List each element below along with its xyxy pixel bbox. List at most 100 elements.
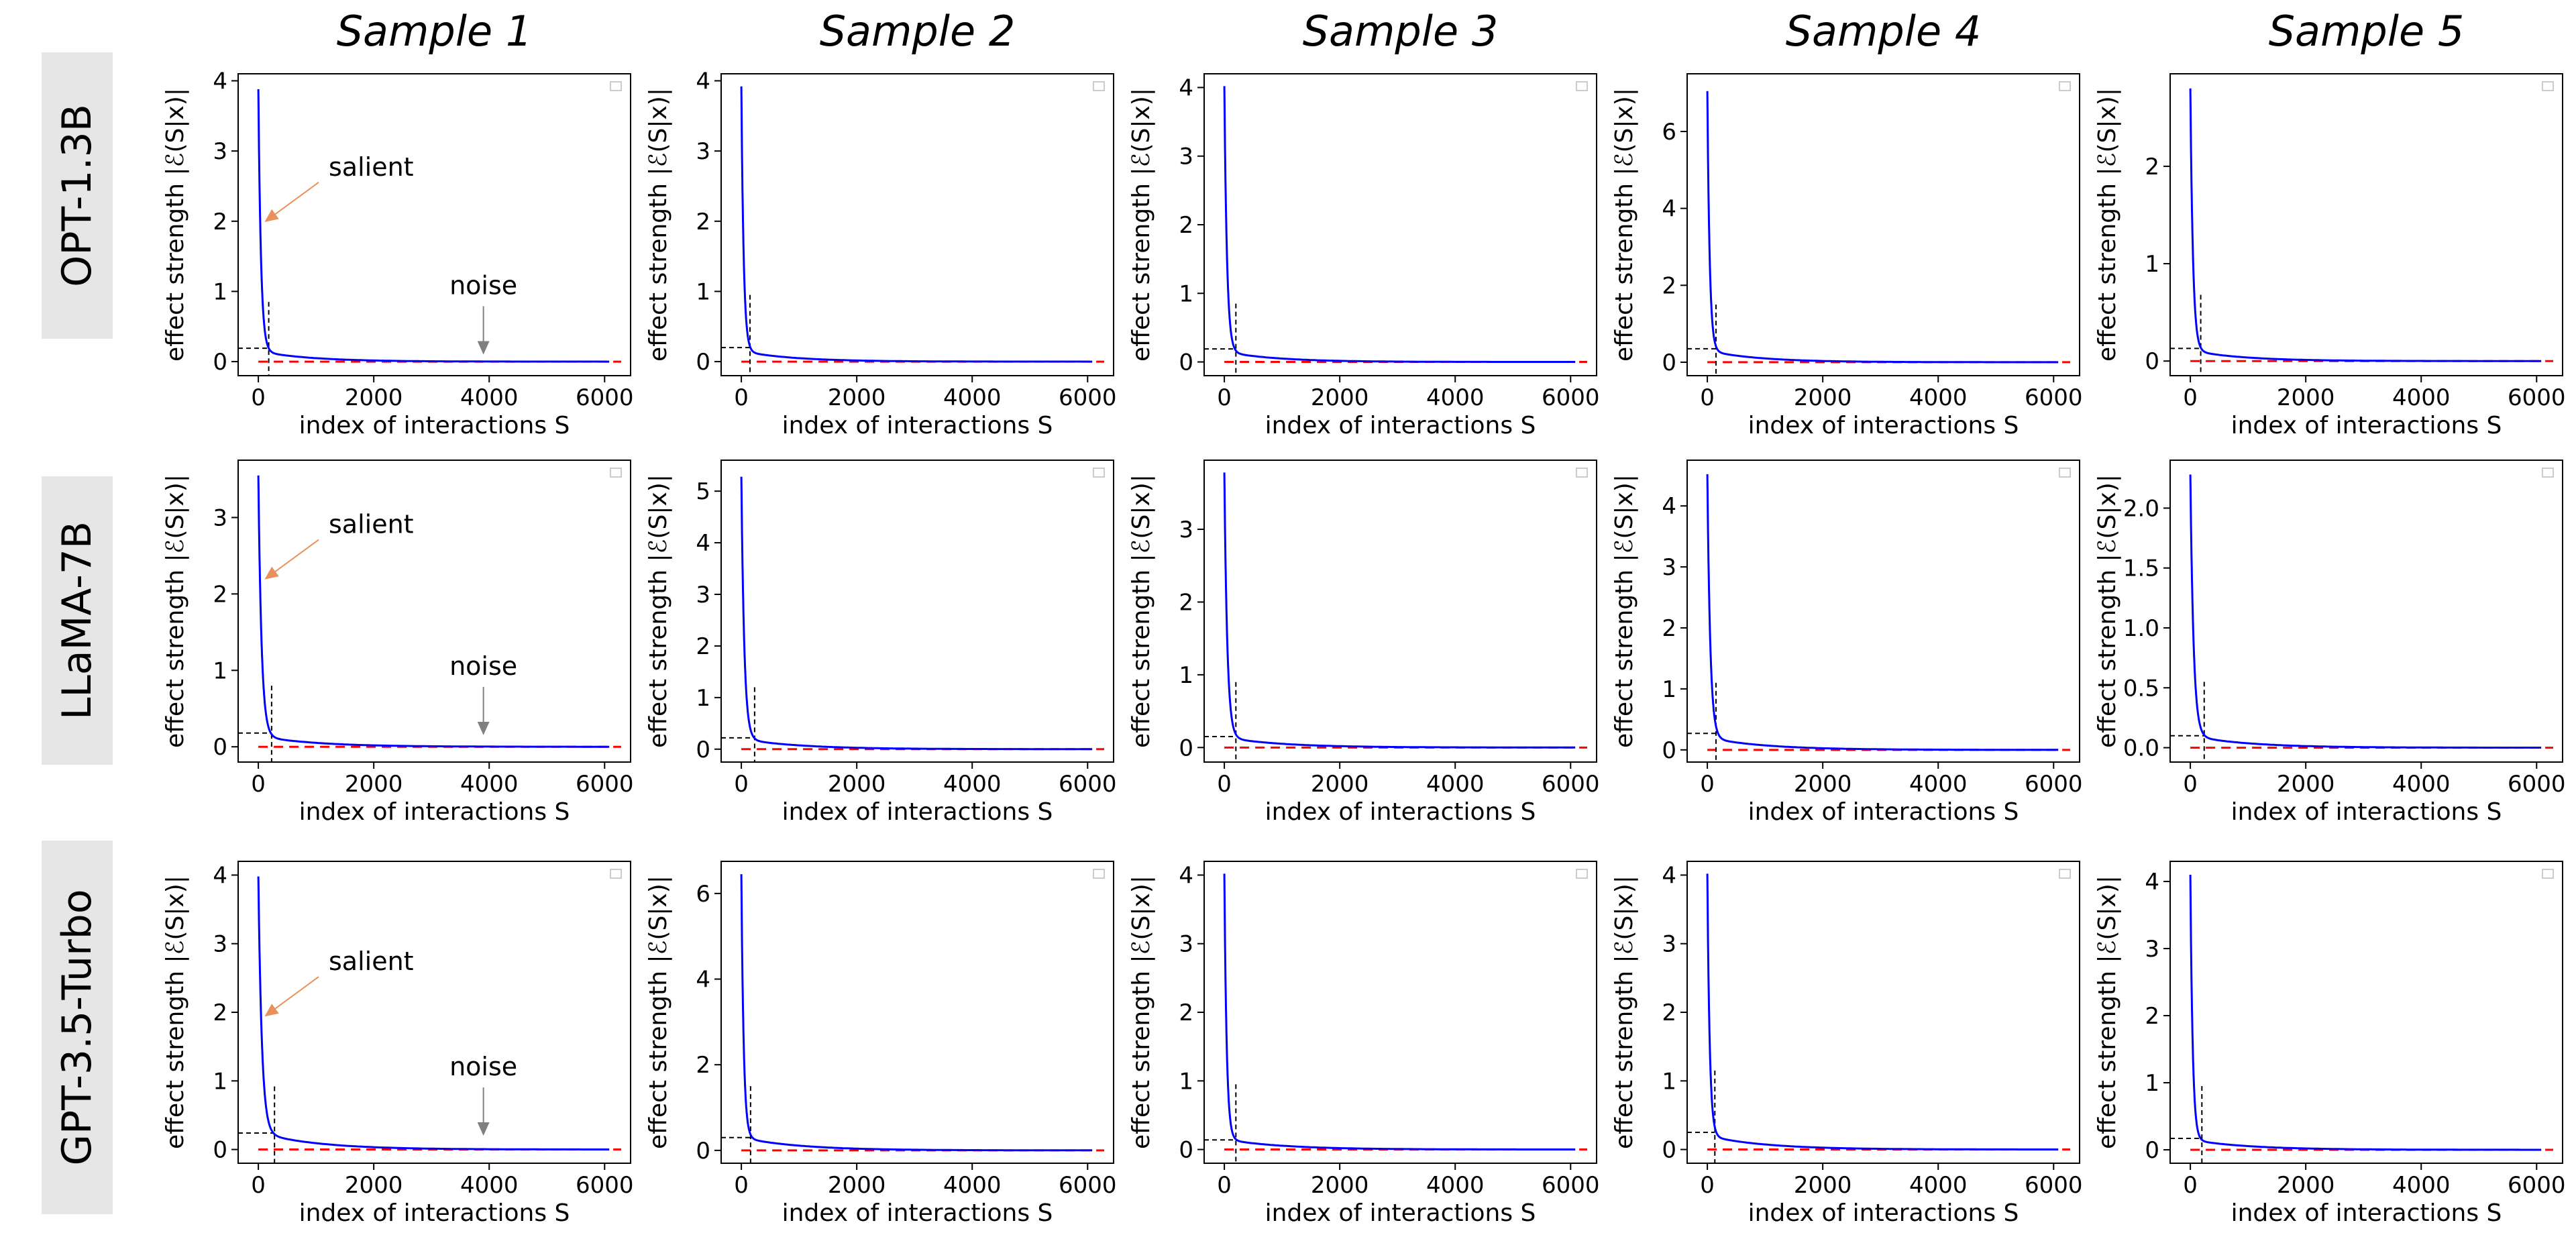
x-tick-label: 4000 [2392, 384, 2451, 411]
x-tick-label: 2000 [828, 384, 886, 411]
x-axis-label: index of interactions S [299, 1199, 570, 1227]
column-title-1: Sample 1 [337, 7, 533, 56]
y-tick-label: 1 [213, 657, 227, 684]
series-line [740, 476, 1093, 751]
legend-box [2542, 468, 2554, 478]
y-axis-label: effect strength |ℰ(S|x)| [645, 875, 672, 1149]
y-tick-label: 4 [213, 862, 227, 889]
column-title-3: Sample 3 [1303, 7, 1499, 56]
y-tick-label: 4 [696, 68, 710, 95]
plot-frame [1203, 460, 1597, 763]
y-tick-label: 1 [2145, 1070, 2159, 1097]
y-tick-label: 0 [696, 737, 710, 763]
salient-arrow [264, 976, 319, 1017]
y-axis-label: effect strength |ℰ(S|x)| [1128, 88, 1155, 362]
x-tick-label: 6000 [1059, 1172, 1117, 1199]
legend-box [2542, 869, 2554, 879]
x-tick-label: 2000 [828, 1172, 886, 1199]
x-tick-label: 2000 [2277, 771, 2335, 798]
row-label-text: LLaMA-7B [54, 521, 101, 720]
x-tick-label: 4000 [943, 1172, 1002, 1199]
y-tick-label: 0 [1179, 350, 1193, 376]
x-tick-label: 6000 [2508, 771, 2566, 798]
x-tick-label: 6000 [2025, 384, 2083, 411]
x-tick-label: 4000 [460, 771, 519, 798]
plot-frame [1686, 460, 2080, 763]
y-tick-label: 1 [1179, 280, 1193, 307]
x-tick-label: 0 [734, 384, 749, 411]
x-tick-label: 0 [1700, 1172, 1715, 1199]
x-tick-label: 4000 [1426, 1172, 1485, 1199]
salient-annotation: salient [329, 152, 414, 182]
plot-frame [2169, 460, 2563, 763]
noise-annotation: noise [449, 271, 517, 301]
chart-panel: 0 2000 4000 6000 0 1 2 3 index of interactions S… [162, 460, 634, 826]
chart-panel: 0 2000 4000 6000 0 1 2 index of interactions S e… [2094, 73, 2566, 439]
y-tick-label: 2 [2145, 154, 2159, 180]
x-tick-label: 2000 [1311, 384, 1369, 411]
legend-box [2059, 869, 2071, 879]
x-tick-label: 6000 [2508, 1172, 2566, 1199]
y-tick-label: 0 [213, 1137, 227, 1164]
y-tick-label: 3 [2145, 936, 2159, 963]
y-tick-label: 0 [1179, 735, 1193, 761]
x-tick-label: 0 [734, 1172, 749, 1199]
series-line [257, 876, 610, 1150]
row-labels: OPT-1.3B LLaMA-7B GPT-3.5-Turbo [42, 52, 113, 1214]
legend-box [1093, 869, 1105, 879]
x-axis-label: index of interactions S [782, 798, 1053, 826]
y-tick-label: 2 [696, 633, 710, 660]
y-tick-label: 4 [696, 530, 710, 557]
x-tick-label: 6000 [576, 771, 634, 798]
series-line [740, 86, 1093, 363]
y-tick-label: 4 [1662, 493, 1676, 520]
y-tick-label: 2 [213, 1000, 227, 1026]
series-line [1223, 873, 1576, 1150]
legend-box [2059, 81, 2071, 91]
x-tick-label: 4000 [1426, 771, 1485, 798]
x-tick-label: 4000 [460, 1172, 519, 1199]
y-tick-label: 2 [213, 209, 227, 235]
y-tick-label: 1 [696, 685, 710, 712]
x-axis-label: index of interactions S [782, 1199, 1053, 1227]
series-line [740, 874, 1093, 1152]
y-tick-label: 4 [1662, 862, 1676, 889]
y-tick-label: 0 [2145, 1137, 2159, 1164]
x-axis-label: index of interactions S [1265, 798, 1536, 826]
y-tick-label: 2 [1662, 272, 1676, 299]
legend-box [1576, 81, 1588, 91]
plot-frame [2169, 861, 2563, 1164]
x-tick-label: 4000 [2392, 1172, 2451, 1199]
series-line [1706, 474, 2059, 751]
salient-annotation: salient [329, 947, 414, 976]
x-tick-label: 0 [1700, 771, 1715, 798]
x-tick-label: 0 [1217, 1172, 1232, 1199]
y-tick-label: 0.5 [2123, 675, 2159, 702]
row-label-text: OPT-1.3B [54, 104, 101, 287]
x-tick-label: 0 [251, 384, 266, 411]
y-tick-label: 4 [213, 68, 227, 95]
x-tick-label: 2000 [2277, 1172, 2335, 1199]
y-tick-label: 1 [213, 1068, 227, 1095]
x-tick-label: 4000 [1426, 384, 1485, 411]
x-axis-label: index of interactions S [299, 798, 570, 826]
noise-annotation: noise [449, 1052, 517, 1081]
plot-frame [2169, 73, 2563, 376]
row-label-box [42, 52, 113, 339]
x-tick-label: 6000 [2025, 771, 2083, 798]
x-axis-label: index of interactions S [782, 412, 1053, 439]
column-title-4: Sample 4 [1786, 7, 1982, 56]
series-line [257, 475, 610, 748]
x-tick-label: 0 [1217, 771, 1232, 798]
y-tick-label: 1 [1179, 1068, 1193, 1095]
chart-panel: 0 2000 4000 6000 0 1 2 3 4 index of interactions … [1128, 861, 1600, 1227]
column-title-5: Sample 5 [2269, 7, 2465, 56]
y-tick-label: 2 [1179, 1000, 1193, 1026]
x-tick-label: 2000 [345, 771, 403, 798]
legend-box [2542, 81, 2554, 91]
salient-arrow [264, 181, 319, 222]
y-tick-label: 4 [1179, 862, 1193, 889]
chart-panel: 0 2000 4000 6000 0 1 2 3 4 index of interactions … [1611, 460, 2083, 826]
x-tick-label: 4000 [460, 384, 519, 411]
y-axis-label: effect strength |ℰ(S|x)| [1611, 875, 1638, 1149]
